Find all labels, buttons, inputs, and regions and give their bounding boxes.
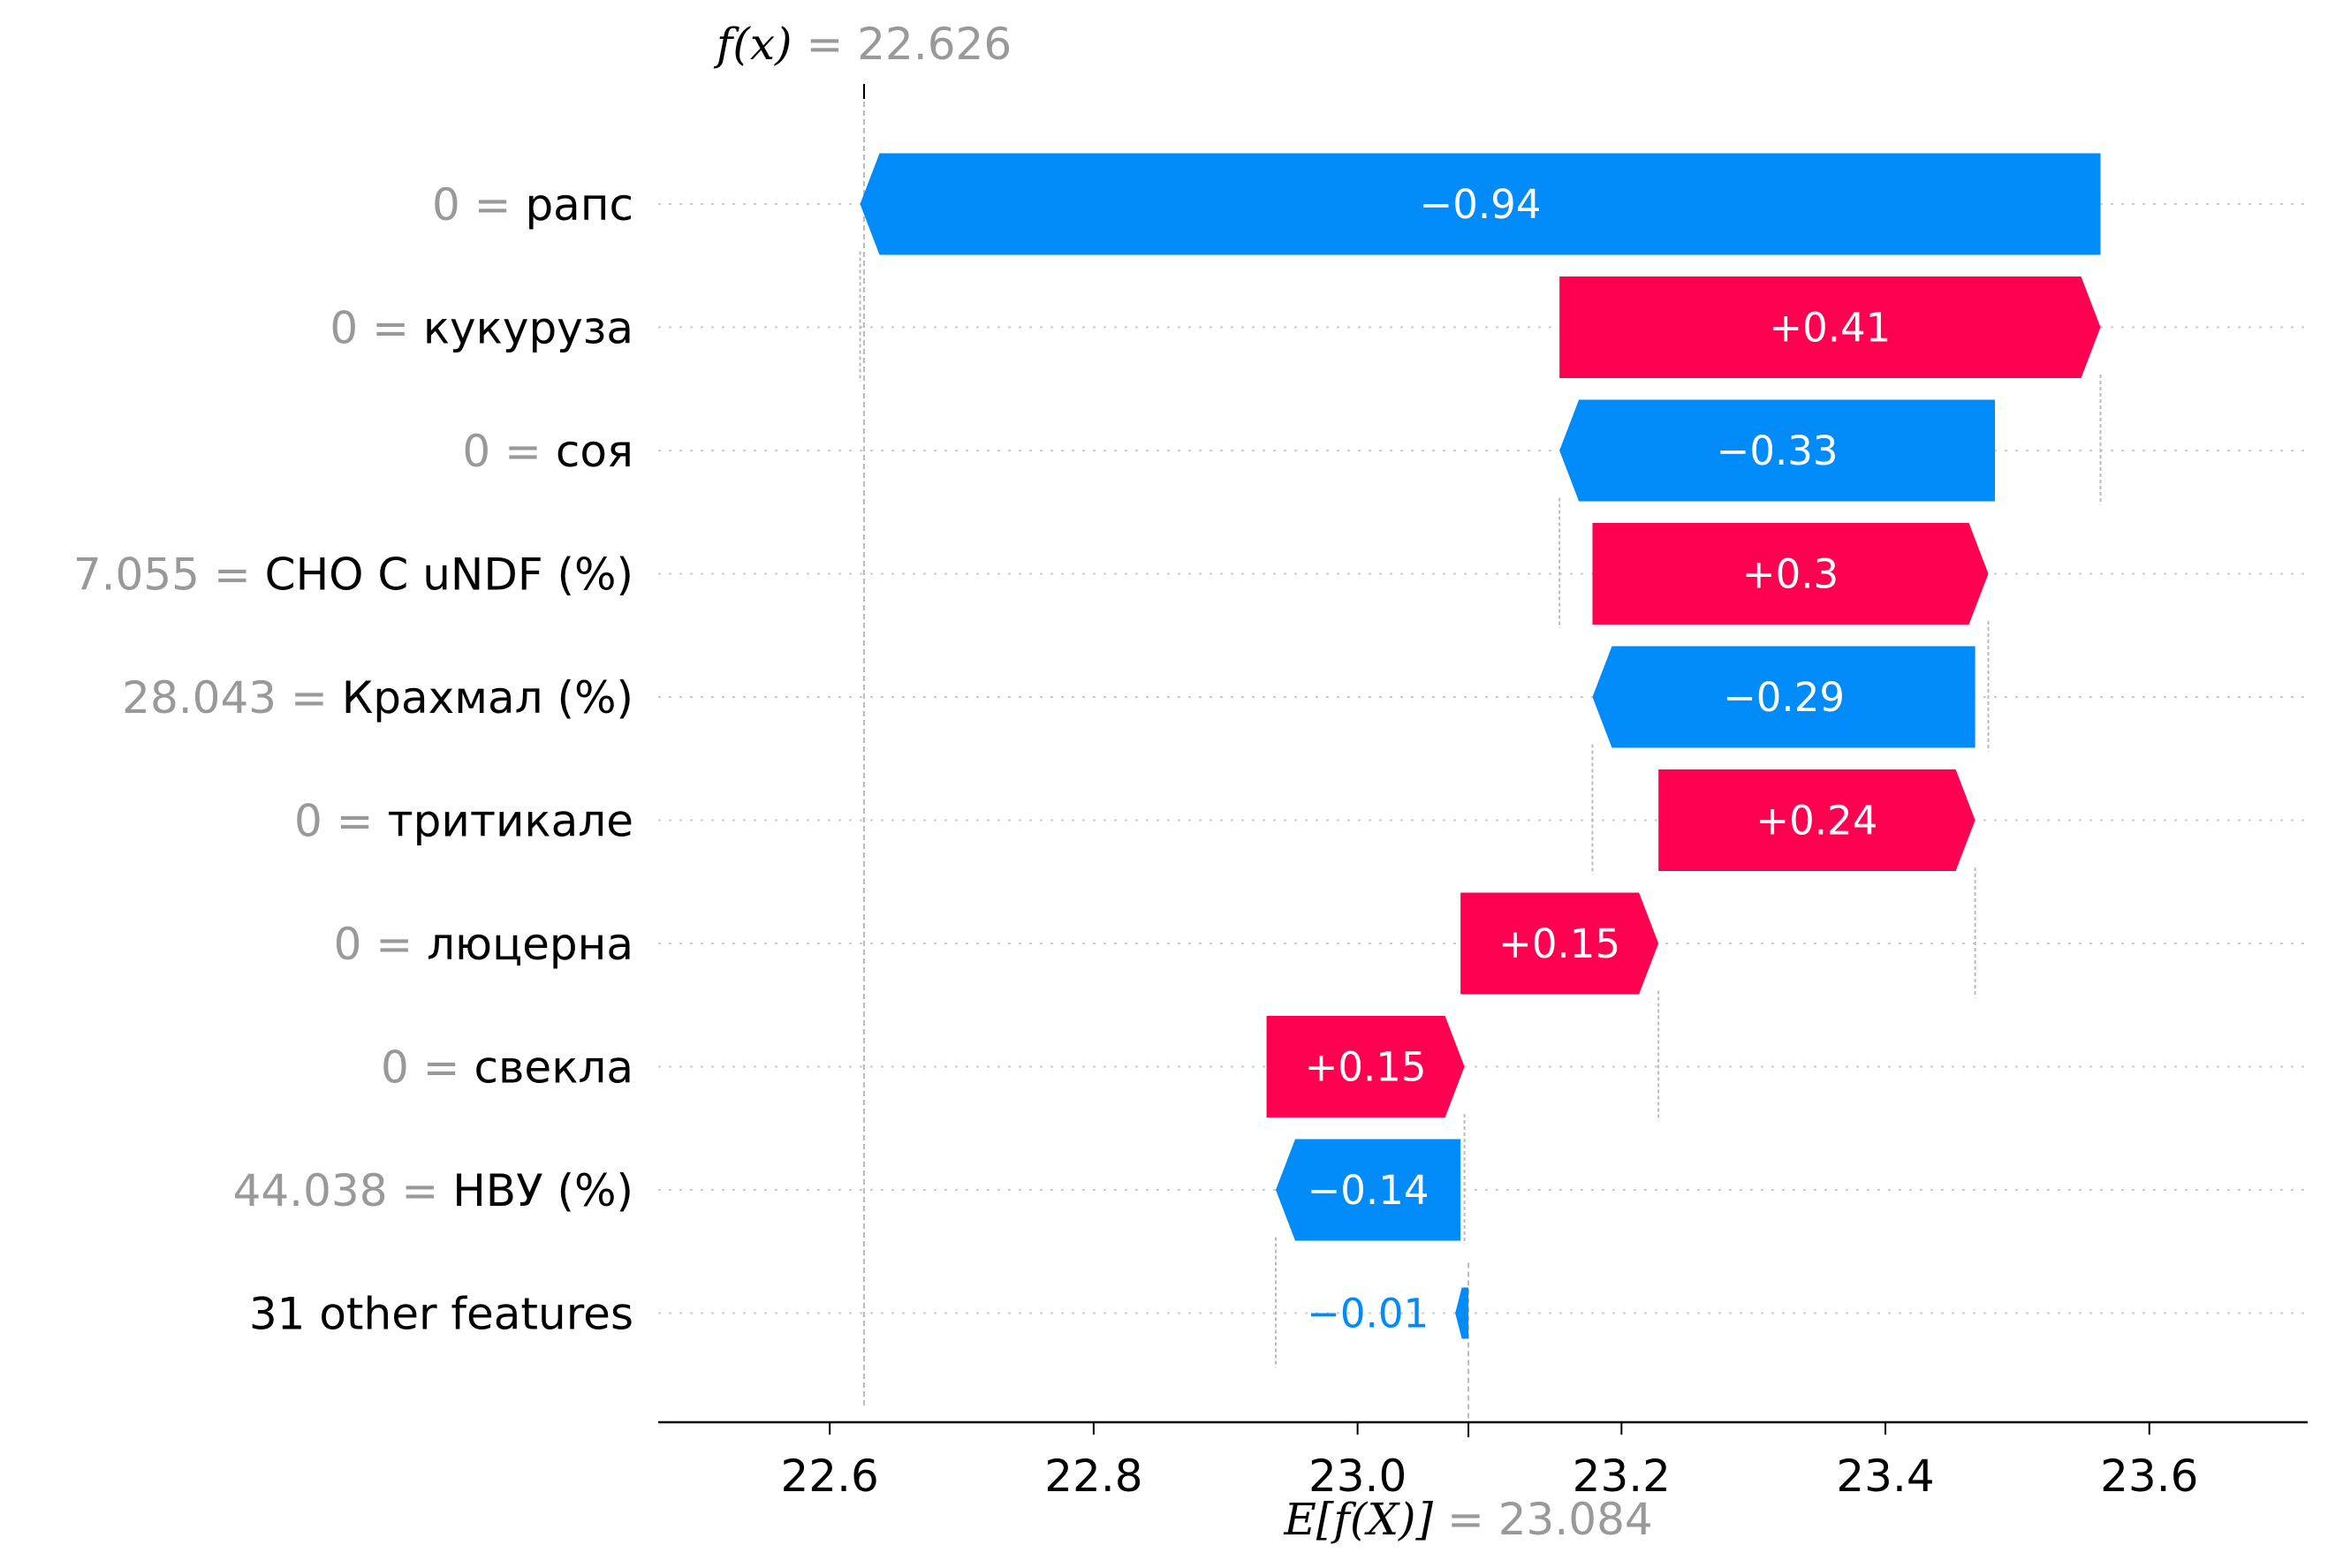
x-tick-label: 23.6 — [2100, 1451, 2198, 1502]
bar-value-label: +0.15 — [1305, 1044, 1427, 1091]
annotations: f(x) = 22.626 E[f(X)] = 23.084 — [713, 19, 1653, 1545]
base-expression: E[f(X)] — [1283, 1494, 1447, 1545]
feature-value: 0 = — [334, 919, 428, 970]
fx-annotation: f(x) = 22.626 — [713, 19, 1012, 70]
bar-1 — [860, 153, 2101, 255]
x-tick-label: 23.0 — [1308, 1451, 1407, 1502]
feature-name: свекла — [474, 1042, 633, 1094]
feature-name: Крахмал (%) — [342, 672, 633, 723]
feature-name: CHO C uNDF (%) — [265, 549, 633, 601]
feature-name: кукуруза — [423, 303, 633, 354]
feature-label: 0 = свекла — [381, 1042, 633, 1094]
bar-value-label: −0.29 — [1723, 674, 1845, 721]
bar-2 — [1559, 276, 2101, 378]
bar-5 — [1592, 646, 1975, 748]
feature-name: НВУ (%) — [452, 1165, 633, 1216]
bar-value-label: +0.41 — [1769, 305, 1891, 352]
base-annotation: E[f(X)] = 23.084 — [1283, 1494, 1652, 1545]
feature-value: 0 = — [432, 179, 526, 231]
bar-6 — [1658, 769, 1975, 871]
feature-name: 31 other features — [249, 1289, 633, 1340]
bar-value-label: −0.33 — [1717, 428, 1839, 474]
bar-value-label: −0.14 — [1308, 1167, 1429, 1214]
feature-value: 28.043 = — [122, 672, 342, 723]
bar-10 — [1455, 1287, 1469, 1339]
feature-label: 31 other features — [249, 1289, 633, 1340]
base-value: = 23.084 — [1447, 1494, 1653, 1545]
x-tick-label: 23.2 — [1573, 1451, 1671, 1502]
bar-9 — [1276, 1139, 1461, 1241]
feature-name: соя — [556, 426, 633, 477]
feature-label: 0 = люцерна — [334, 919, 633, 970]
x-tick-label: 22.8 — [1044, 1451, 1142, 1502]
fx-value: = 22.626 — [806, 19, 1012, 70]
x-tick-label: 22.6 — [781, 1451, 879, 1502]
bar-value-label: −0.01 — [1307, 1291, 1429, 1337]
bar-4 — [1592, 523, 1989, 625]
feature-label: 0 = кукуруза — [330, 303, 633, 354]
feature-label: 0 = рапс — [432, 179, 633, 231]
bar-value-label: +0.3 — [1742, 551, 1839, 598]
bar-3 — [1559, 399, 1996, 502]
feature-name: люцерна — [427, 919, 633, 970]
feature-name: рапс — [525, 179, 633, 231]
feature-label: 7.055 = CHO C uNDF (%) — [73, 549, 633, 601]
feature-value: 44.038 = — [233, 1165, 453, 1216]
bar-8 — [1266, 1016, 1465, 1117]
x-axis: 22.6 22.8 23.0 23.2 23.4 23.6 — [658, 1420, 2308, 1502]
contribution-bars: −0.94 +0.41 −0.33 +0.3 −0.29 +0.24 +0.15 +0.15 −… — [860, 153, 2101, 1339]
feature-label: 44.038 = НВУ (%) — [233, 1165, 633, 1216]
feature-value: 7.055 = — [73, 549, 265, 601]
bar-value-label: −0.94 — [1420, 181, 1542, 228]
feature-value: 0 = — [462, 426, 556, 477]
fx-expression: f(x) — [713, 19, 807, 70]
feature-label: 0 = соя — [462, 426, 633, 477]
feature-value: 0 = — [330, 303, 423, 354]
bar-value-label: +0.24 — [1755, 798, 1877, 845]
feature-label: 0 = тритикале — [294, 796, 633, 847]
feature-value: 0 = — [294, 796, 388, 847]
bar-value-label: +0.15 — [1498, 920, 1620, 967]
feature-name: тритикале — [387, 796, 633, 847]
feature-value: 0 = — [381, 1042, 474, 1094]
bar-7 — [1460, 892, 1659, 995]
x-tick-label: 23.4 — [1836, 1451, 1934, 1502]
feature-label: 28.043 = Крахмал (%) — [122, 672, 633, 723]
